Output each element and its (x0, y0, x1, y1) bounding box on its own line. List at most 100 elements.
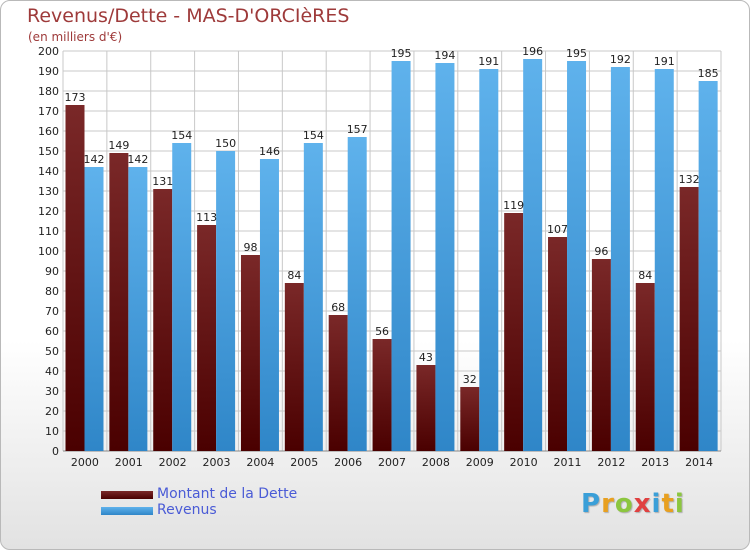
bar-revenus (391, 61, 411, 451)
x-tick-label: 2003 (203, 456, 231, 469)
bar-chart: 0 10 20 30 40 50 60 70 80 90 100 110 120 130 140 150 160… (38, 45, 722, 469)
y-tick-label: 100 (38, 245, 59, 258)
data-label-dette: 56 (375, 325, 389, 338)
bar-dette (504, 213, 524, 451)
y-tick-label: 200 (38, 45, 59, 58)
x-tick-label: 2012 (597, 456, 625, 469)
x-tick-label: 2010 (510, 456, 538, 469)
bar-revenus (435, 63, 455, 451)
x-tick-label: 2001 (115, 456, 143, 469)
data-label-revenus: 142 (84, 153, 105, 166)
data-label-dette: 98 (243, 241, 257, 254)
bar-dette (591, 259, 611, 451)
bar-dette (109, 153, 129, 451)
y-tick-label: 60 (45, 325, 59, 338)
y-tick-label: 50 (45, 345, 59, 358)
x-tick-label: 2009 (466, 456, 494, 469)
data-label-revenus: 157 (347, 123, 368, 136)
data-label-dette: 96 (594, 245, 608, 258)
legend-label-revenus: Revenus (157, 502, 217, 518)
data-label-revenus: 196 (522, 45, 543, 58)
logo-letter: o (614, 489, 634, 519)
bar-revenus (523, 59, 543, 451)
y-tick-label: 130 (38, 185, 59, 198)
bar-dette (240, 255, 260, 451)
x-tick-label: 2004 (246, 456, 274, 469)
bar-revenus (259, 159, 279, 451)
legend-label-dette: Montant de la Dette (157, 486, 298, 502)
data-label-dette: 32 (463, 373, 477, 386)
y-tick-label: 190 (38, 65, 59, 78)
data-label-revenus: 154 (171, 129, 192, 142)
x-tick-label: 2005 (290, 456, 318, 469)
data-label-revenus: 192 (610, 53, 631, 66)
bar-revenus (128, 167, 148, 451)
bar-dette (460, 387, 480, 451)
data-label-dette: 43 (419, 351, 433, 364)
y-tick-label: 110 (38, 225, 59, 238)
bar-revenus (479, 69, 499, 451)
x-tick-label: 2002 (159, 456, 187, 469)
logo-letter: i (674, 489, 685, 519)
y-tick-label: 30 (45, 385, 59, 398)
y-tick-label: 0 (52, 445, 59, 458)
data-label-revenus: 154 (303, 129, 324, 142)
data-label-revenus: 194 (434, 49, 455, 62)
data-label-revenus: 195 (566, 47, 587, 60)
data-label-dette: 84 (287, 269, 301, 282)
bar-dette (635, 283, 655, 451)
y-tick-label: 80 (45, 285, 59, 298)
data-label-dette: 107 (547, 223, 568, 236)
data-label-dette: 68 (331, 301, 345, 314)
y-tick-label: 90 (45, 265, 59, 278)
logo-letter: r (601, 489, 615, 519)
bars (65, 59, 718, 451)
bar-dette (548, 237, 568, 451)
data-label-revenus: 191 (654, 55, 675, 68)
y-tick-label: 150 (38, 145, 59, 158)
bar-dette (679, 187, 699, 451)
data-label-dette: 132 (679, 173, 700, 186)
legend-swatch-revenus (101, 507, 153, 515)
logo-letter: P (581, 489, 602, 519)
bar-dette (197, 225, 217, 451)
y-axis-ticks: 0 10 20 30 40 50 60 70 80 90 100 110 120 130 140 150 160… (38, 45, 59, 458)
data-label-dette: 149 (108, 139, 129, 152)
x-tick-label: 2000 (71, 456, 99, 469)
data-label-revenus: 191 (478, 55, 499, 68)
data-label-dette: 84 (638, 269, 652, 282)
bar-dette (416, 365, 436, 451)
bar-dette (284, 283, 304, 451)
data-label-dette: 119 (503, 199, 524, 212)
data-label-dette: 173 (65, 91, 86, 104)
data-label-revenus: 146 (259, 145, 280, 158)
y-tick-label: 140 (38, 165, 59, 178)
chart-subtitle: (en milliers d'€) (28, 30, 123, 44)
logo-letter: t (661, 489, 675, 519)
y-tick-label: 180 (38, 85, 59, 98)
data-label-revenus: 185 (698, 67, 719, 80)
proxiti-logo: Proxiti (581, 489, 685, 519)
bar-revenus (303, 143, 323, 451)
data-label-dette: 131 (152, 175, 173, 188)
bar-revenus (84, 167, 104, 451)
logo-letter: i (651, 489, 662, 519)
x-tick-label: 2008 (422, 456, 450, 469)
bar-dette (65, 105, 85, 451)
bar-revenus (654, 69, 674, 451)
x-tick-label: 2006 (334, 456, 362, 469)
data-label-revenus: 150 (215, 137, 236, 150)
x-tick-label: 2011 (553, 456, 581, 469)
bar-revenus (216, 151, 236, 451)
y-tick-label: 40 (45, 365, 59, 378)
bar-revenus (610, 67, 630, 451)
y-tick-label: 160 (38, 125, 59, 138)
bar-revenus (698, 81, 718, 451)
bar-revenus (347, 137, 367, 451)
chart-title: Revenus/Dette - MAS-D'ORCIèRES (27, 5, 350, 27)
y-tick-label: 10 (45, 425, 59, 438)
data-label-dette: 113 (196, 211, 217, 224)
y-tick-label: 70 (45, 305, 59, 318)
